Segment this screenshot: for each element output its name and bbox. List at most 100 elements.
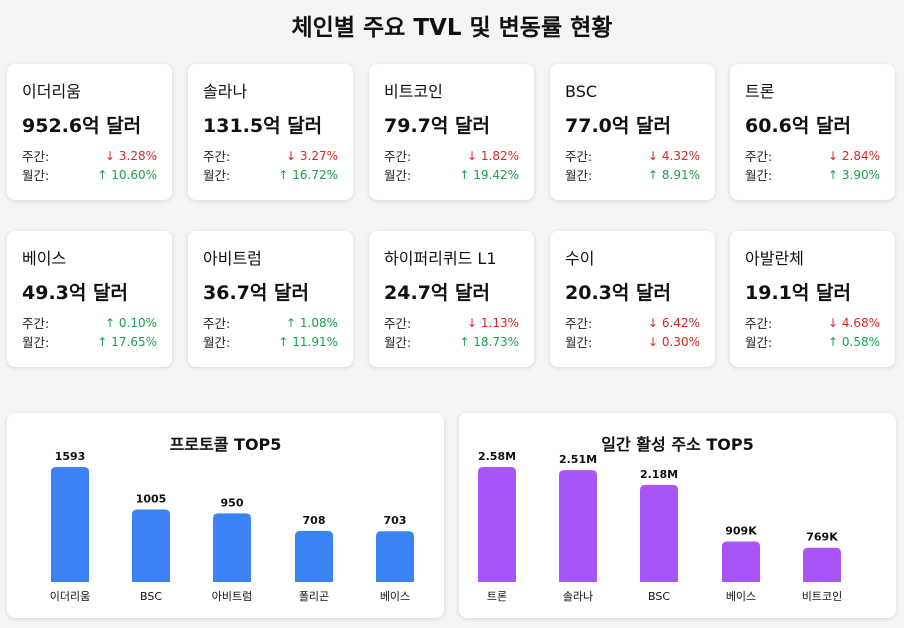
bar-value-label: 2.58M [478, 450, 516, 463]
monthly-change: ↑ 18.73% [459, 335, 519, 349]
page-title: 체인별 주요 TVL 및 변동률 현황 [291, 15, 613, 41]
bar-value-label: 1005 [136, 492, 167, 505]
active-address-chart-panel: 일간 활성 주소 TOP5 2.58M 트론 2.51M 솔라나 2.18M BSC 909… [459, 413, 896, 618]
chart-title: 프로토콜 TOP5 [169, 435, 282, 454]
monthly-label: 월간: [22, 335, 50, 350]
weekly-change: ↓ 6.42% [648, 316, 700, 330]
weekly-label: 주간: [565, 316, 593, 331]
monthly-change: ↑ 11.91% [278, 335, 338, 349]
monthly-change: ↑ 19.42% [459, 168, 519, 182]
chain-name: 이더리움 [22, 82, 81, 101]
weekly-change: ↓ 1.13% [467, 316, 519, 330]
weekly-label: 주간: [745, 149, 773, 164]
chain-name: BSC [565, 82, 598, 101]
category-label: 베이스 [380, 590, 410, 603]
category-label: 베이스 [726, 590, 756, 603]
chain-tvl: 131.5억 달러 [203, 115, 323, 137]
weekly-change: ↓ 4.68% [828, 316, 880, 330]
chain-card: 이더리움 952.6억 달러 주간: ↓ 3.28% 월간: ↑ 10.60% [7, 64, 172, 200]
weekly-label: 주간: [745, 316, 773, 331]
category-label: 이더리움 [50, 590, 90, 603]
monthly-change: ↑ 0.58% [828, 335, 880, 349]
weekly-label: 주간: [203, 149, 231, 164]
weekly-label: 주간: [384, 316, 412, 331]
chain-tvl: 19.1억 달러 [745, 282, 851, 304]
bar [213, 513, 251, 582]
bar-value-label: 703 [384, 514, 407, 527]
weekly-label: 주간: [384, 149, 412, 164]
monthly-label: 월간: [745, 168, 773, 183]
bar-value-label: 950 [221, 496, 244, 509]
monthly-label: 월간: [565, 335, 593, 350]
weekly-label: 주간: [203, 316, 231, 331]
weekly-change: ↓ 1.82% [467, 149, 519, 163]
chain-name: 아발란체 [745, 249, 804, 268]
chain-name: 비트코인 [384, 82, 443, 101]
weekly-change: ↑ 1.08% [286, 316, 338, 330]
weekly-change: ↑ 0.10% [105, 316, 157, 330]
chain-tvl: 60.6억 달러 [745, 115, 851, 137]
monthly-change: ↑ 8.91% [648, 168, 700, 182]
chain-name: 베이스 [22, 249, 67, 268]
chain-tvl: 79.7억 달러 [384, 115, 490, 137]
monthly-change: ↑ 10.60% [97, 168, 157, 182]
monthly-change: ↓ 0.30% [648, 335, 700, 349]
category-label: 솔라나 [563, 590, 593, 603]
protocol-bar-chart: 1593 이더리움 1005 BSC 950 아비트럼 708 폴리곤 703 베이스 [50, 450, 414, 603]
chain-tvl: 952.6억 달러 [22, 115, 142, 137]
chain-name: 트론 [745, 82, 775, 101]
chain-name: 아비트럼 [203, 249, 262, 268]
chain-name: 하이퍼리퀴드 L1 [384, 249, 497, 268]
bar [51, 467, 89, 582]
bar-value-label: 2.51M [559, 453, 597, 466]
bar [803, 547, 841, 582]
category-label: 아비트럼 [212, 590, 252, 603]
weekly-change: ↓ 4.32% [648, 149, 700, 163]
bar-value-label: 909K [725, 524, 757, 537]
monthly-label: 월간: [745, 335, 773, 350]
bar-value-label: 769K [806, 531, 838, 544]
chart-title: 일간 활성 주소 TOP5 [601, 435, 754, 454]
bar [559, 470, 597, 582]
weekly-change: ↓ 2.84% [828, 149, 880, 163]
bar-value-label: 2.18M [640, 468, 678, 481]
weekly-label: 주간: [22, 316, 50, 331]
monthly-label: 월간: [384, 335, 412, 350]
monthly-label: 월간: [22, 168, 50, 183]
category-label: 비트코인 [802, 590, 842, 603]
chain-tvl: 24.7억 달러 [384, 282, 490, 304]
weekly-change: ↓ 3.27% [286, 149, 338, 163]
weekly-label: 주간: [565, 149, 593, 164]
active-address-bar-chart: 2.58M 트론 2.51M 솔라나 2.18M BSC 909K 베이스 769K 비트코인 [478, 450, 842, 603]
bar-value-label: 708 [303, 514, 326, 527]
chain-tvl: 20.3억 달러 [565, 282, 671, 304]
monthly-label: 월간: [384, 168, 412, 183]
monthly-change: ↑ 16.72% [278, 168, 338, 182]
bar [478, 467, 516, 582]
bar [640, 484, 678, 582]
chain-tvl: 49.3억 달러 [22, 282, 128, 304]
category-label: 트론 [487, 590, 507, 603]
category-label: 폴리곤 [299, 590, 329, 603]
monthly-label: 월간: [203, 335, 231, 350]
chain-card: BSC 77.0억 달러 주간: ↓ 4.32% 월간: ↑ 8.91% [550, 64, 715, 200]
weekly-label: 주간: [22, 149, 50, 164]
monthly-label: 월간: [565, 168, 593, 183]
chain-name: 수이 [565, 249, 595, 268]
bar [132, 509, 170, 582]
bar-value-label: 1593 [55, 450, 86, 463]
monthly-change: ↑ 3.90% [828, 168, 880, 182]
monthly-change: ↑ 17.65% [97, 335, 157, 349]
chain-tvl: 36.7억 달러 [203, 282, 309, 304]
chain-name: 솔라나 [203, 82, 248, 101]
monthly-label: 월간: [203, 168, 231, 183]
category-label: BSC [140, 590, 162, 603]
